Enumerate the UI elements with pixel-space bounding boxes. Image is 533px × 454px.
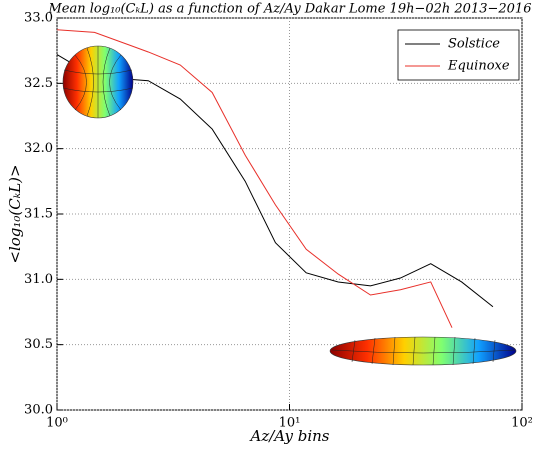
y-tick-label: 30.0 (24, 403, 53, 418)
y-tick-label: 30.5 (24, 337, 53, 352)
data-line (56, 29, 453, 328)
x-tick-label: 10¹ (279, 416, 301, 431)
chart-title: Mean log₁₀(CₖL) as a function of Az/Ay D… (48, 2, 532, 17)
x-tick-label: 10² (511, 416, 533, 431)
legend-label: Solstice (448, 37, 500, 52)
legend-box (397, 29, 520, 81)
y-tick-label: 32.5 (24, 76, 53, 91)
y-axis-label: <log₁₀(CₖL)> (6, 164, 24, 263)
y-tick-label: 33.0 (24, 11, 53, 26)
data-line (56, 54, 494, 308)
y-tick-label: 32.0 (24, 141, 53, 156)
legend-label: Equinoxe (447, 59, 510, 74)
spheroid-illustration (329, 336, 517, 366)
y-tick-label: 31.0 (24, 272, 53, 287)
y-tick-label: 31.5 (24, 207, 53, 222)
sphere-illustration (62, 45, 134, 119)
x-tick-label: 10⁰ (46, 416, 68, 431)
x-axis-label: Az/Ay bins (248, 427, 329, 445)
